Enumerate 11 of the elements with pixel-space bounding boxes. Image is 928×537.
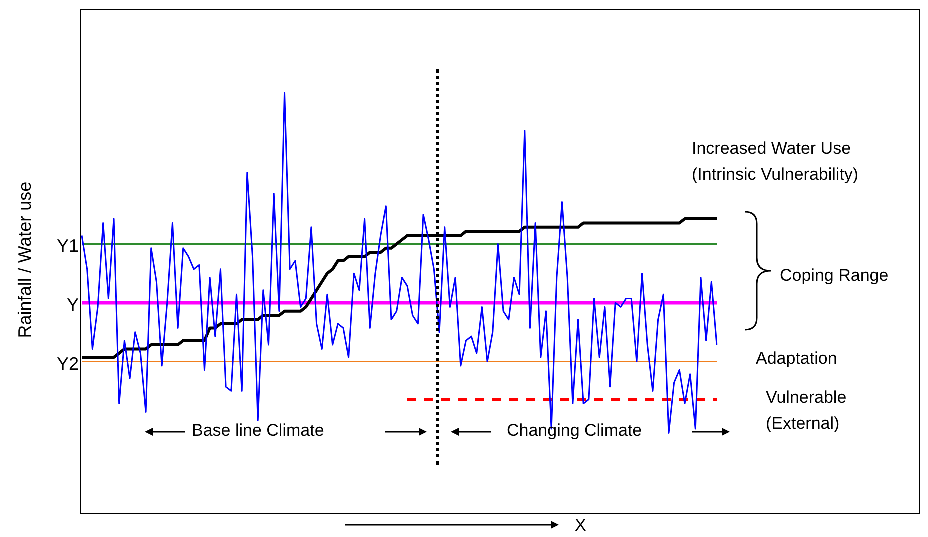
annotation: Base line Climate: [192, 420, 324, 442]
y-axis-title: Rainfall / Water use: [14, 182, 35, 338]
text: Adaptation: [756, 348, 838, 370]
x-axis-title: X: [575, 515, 586, 537]
ref-line-label: Y1: [56, 236, 79, 256]
text: Vulnerable (External): [766, 387, 848, 435]
annotation: Changing Climate: [507, 420, 642, 442]
ref-line-label: Y: [66, 294, 79, 315]
text: Coping Range: [780, 265, 889, 287]
text: Increased Water Use (Intrinsic Vulnerability): [692, 138, 860, 186]
ref-line-label: Y2: [56, 354, 79, 374]
